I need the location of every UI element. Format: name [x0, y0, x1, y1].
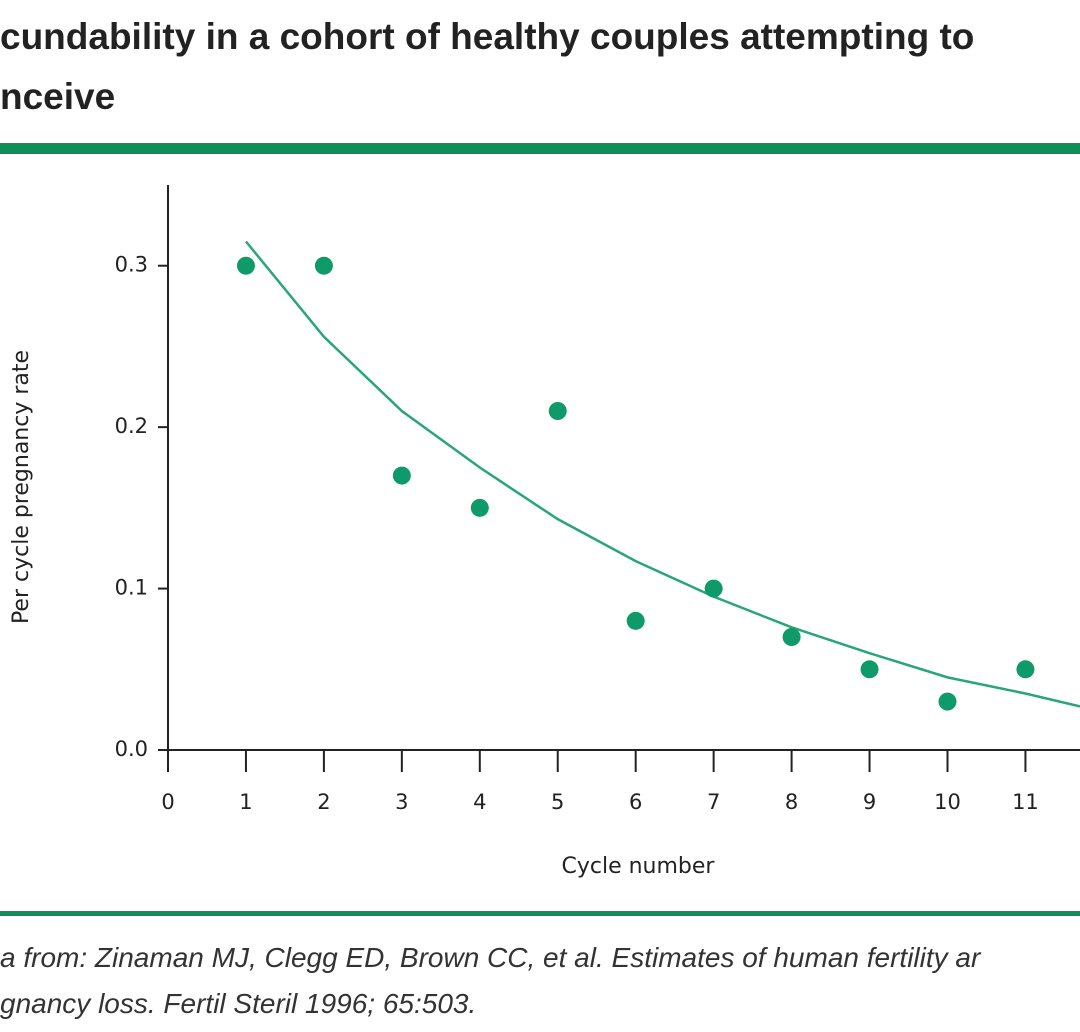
data-point [860, 660, 879, 679]
x-tick-label: 2 [317, 790, 330, 814]
x-tick-label: 1 [239, 790, 252, 814]
data-point [236, 256, 255, 275]
data-point [470, 498, 489, 517]
header-rule [0, 143, 1080, 154]
data-point [314, 256, 333, 275]
y-tick-label: 0.1 [115, 576, 148, 600]
data-point [626, 611, 645, 630]
data-point [704, 579, 723, 598]
fit-curve [244, 240, 1080, 708]
data-point [1016, 660, 1035, 679]
caption-line: gnancy loss. Fertil Steril 1996; 65:503. [0, 988, 476, 1019]
x-tick-label: 8 [785, 790, 798, 814]
y-tick-label: 0.2 [115, 414, 148, 438]
title-line: nceive [0, 76, 115, 117]
x-tick-label: 0 [161, 790, 174, 814]
x-tick-label: 7 [707, 790, 720, 814]
footer-rule [0, 911, 1080, 916]
title-line: cundability in a cohort of healthy coupl… [0, 16, 974, 57]
caption-line: a from: Zinaman MJ, Clegg ED, Brown CC, … [0, 942, 982, 973]
x-axis-label: Cycle number [562, 854, 716, 879]
x-tick-label: 6 [629, 790, 642, 814]
data-point [782, 628, 801, 646]
x-tick-label: 5 [551, 790, 564, 814]
data-point [392, 466, 411, 485]
y-axis-label: Per cycle pregnancy rate [9, 350, 34, 624]
y-tick-label: 0.0 [115, 737, 148, 761]
x-tick-label: 10 [934, 790, 961, 814]
x-tick-label: 3 [395, 790, 408, 814]
x-tick-label: 4 [473, 790, 486, 814]
x-tick-label: 11 [1012, 790, 1039, 814]
data-point [548, 402, 567, 420]
x-tick-label: 9 [863, 790, 876, 814]
y-tick-label: 0.3 [115, 253, 148, 277]
data-point [938, 692, 957, 711]
